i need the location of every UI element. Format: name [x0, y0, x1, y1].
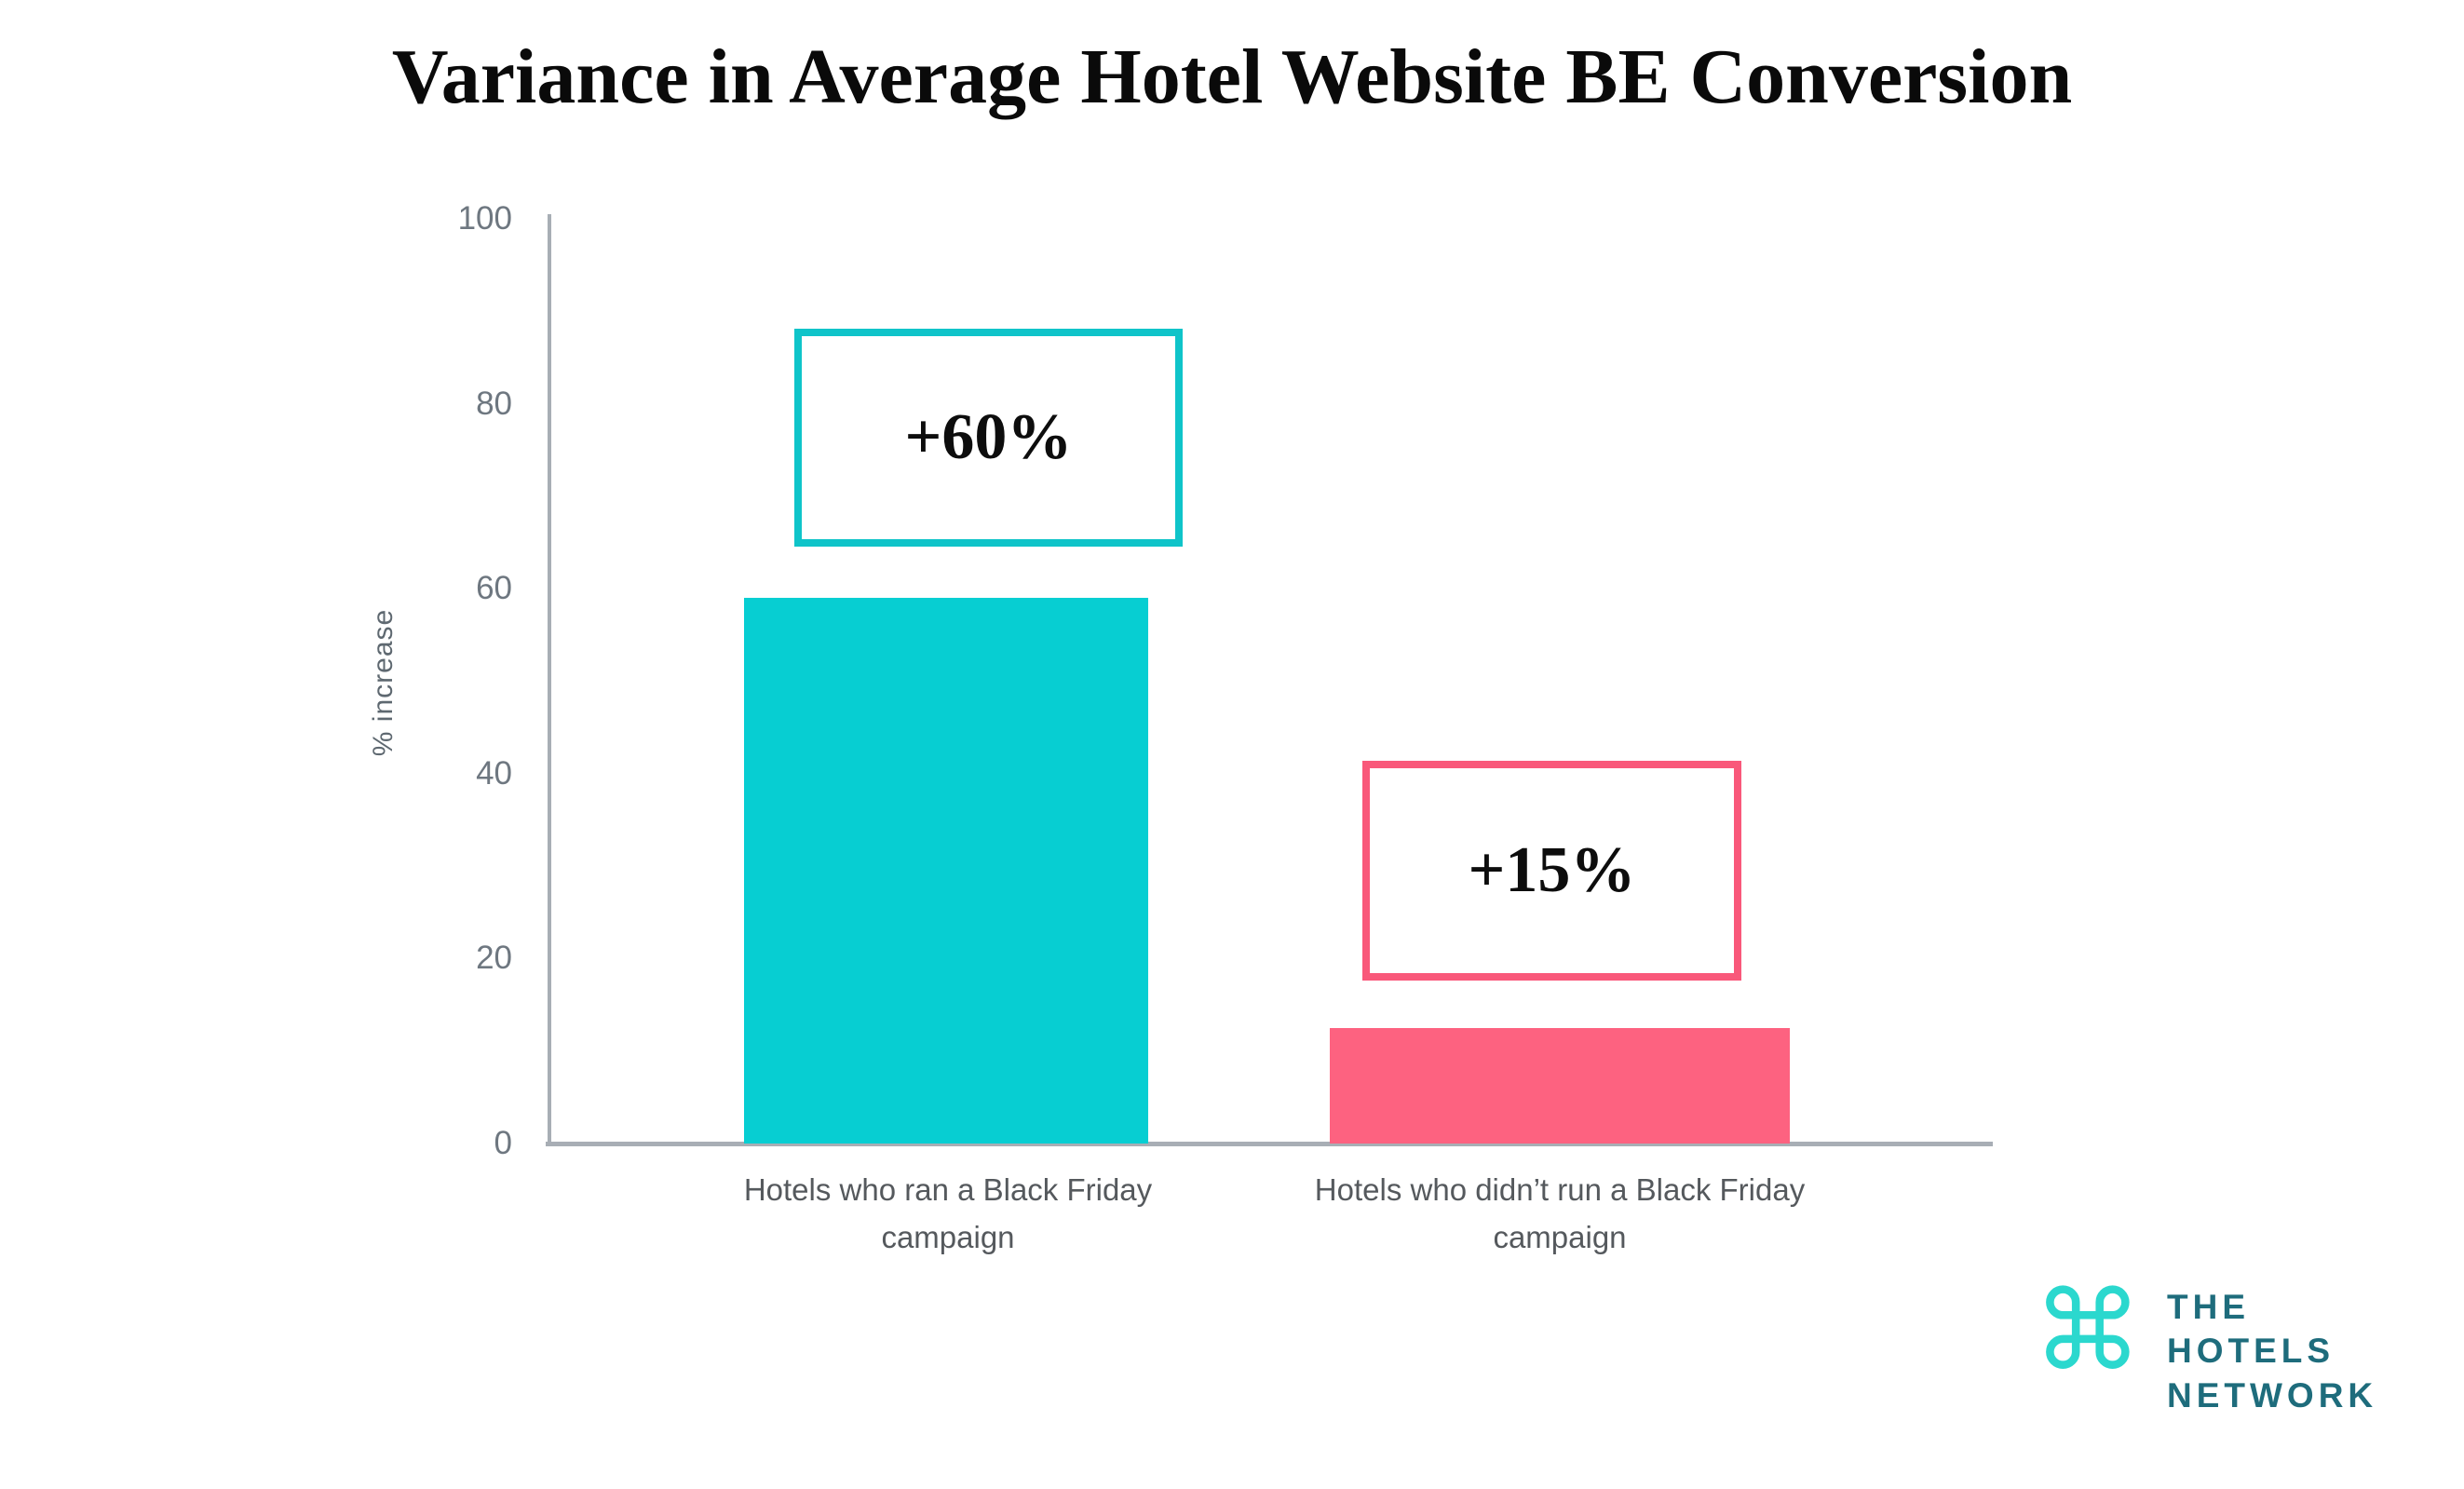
chart-title: Variance in Average Hotel Website BE Con…	[391, 34, 2073, 120]
x-axis-line	[546, 1142, 1993, 1146]
annotation-value-ran-campaign: +60%	[904, 401, 1073, 473]
annotation-box-no-campaign: +15%	[1362, 761, 1741, 981]
y-tick-label: 80	[476, 385, 512, 422]
y-axis-line	[548, 214, 551, 1144]
annotation-box-ran-campaign: +60%	[794, 329, 1183, 547]
brand-line-hotels: HOTELS	[2167, 1332, 2335, 1371]
brand-line-network: NETWORK	[2167, 1375, 2378, 1415]
brand-line-the: THE	[2167, 1288, 2250, 1326]
bar-ran-campaign	[744, 598, 1148, 1144]
y-tick-label: 60	[476, 570, 512, 607]
bar-no-campaign	[1330, 1028, 1790, 1144]
brand-logo: ⌘ THE HOTELS NETWORK	[2033, 1266, 2377, 1417]
x-label-ran-campaign: Hotels who ran a Black Friday campaign	[743, 1172, 1153, 1255]
y-tick-label: 20	[476, 940, 512, 977]
y-axis-title: % increase	[368, 608, 399, 757]
x-label-no-campaign: Hotels who didn’t run a Black Friday cam…	[1314, 1172, 1806, 1255]
brand-name: THE HOTELS NETWORK	[2167, 1285, 2377, 1417]
y-tick-label: 0	[494, 1125, 512, 1161]
y-tick-label: 100	[457, 200, 512, 237]
y-tick-label: 40	[476, 754, 512, 792]
annotation-value-no-campaign: +15%	[1468, 834, 1636, 906]
command-icon: ⌘	[2033, 1266, 2143, 1395]
